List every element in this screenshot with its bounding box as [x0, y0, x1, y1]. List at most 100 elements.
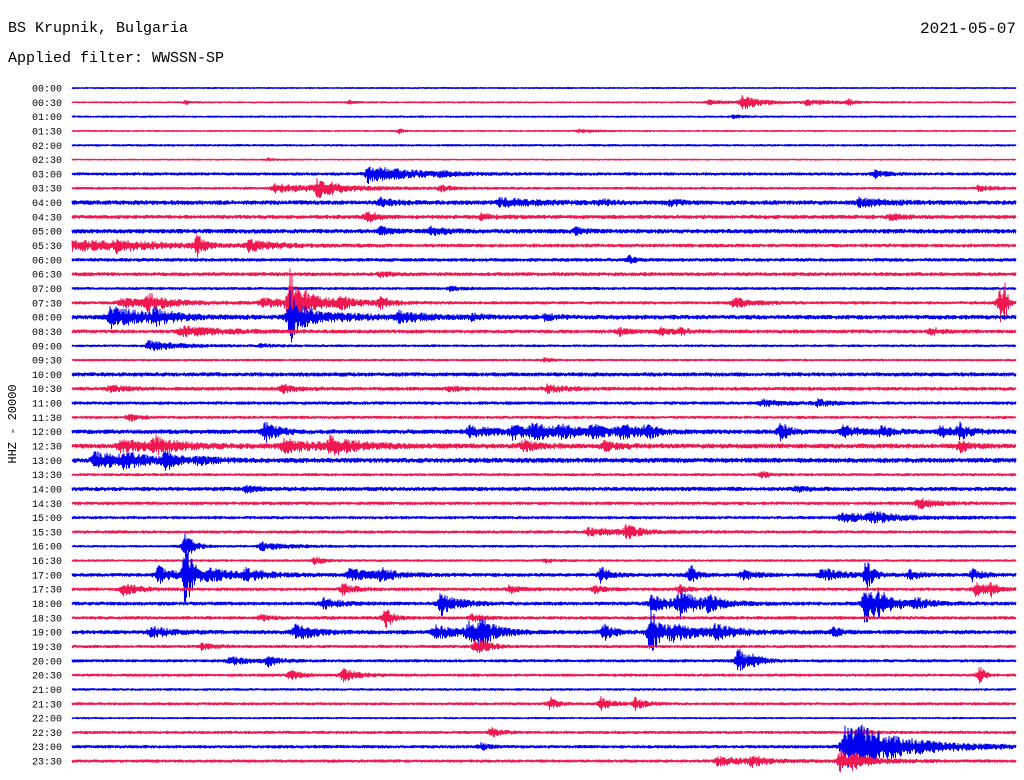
time-label: 15:00 [32, 514, 62, 525]
trace-17-30 [71, 581, 1017, 598]
time-label: 19:30 [32, 643, 62, 654]
trace-09-00 [71, 339, 1017, 352]
time-label: 04:00 [32, 199, 62, 210]
time-label: 16:30 [32, 557, 62, 568]
time-label: 13:30 [32, 471, 62, 482]
trace-06-30 [71, 271, 1017, 279]
trace-00-00 [71, 86, 1017, 90]
time-label: 03:30 [32, 185, 62, 196]
trace-14-30 [71, 497, 1017, 510]
trace-10-30 [71, 383, 1017, 395]
time-label: 20:00 [32, 657, 62, 668]
y-axis-label: HHZ - 20000 [6, 384, 20, 463]
time-label: 12:30 [32, 443, 62, 454]
trace-12-00 [71, 421, 1017, 443]
record-date: 2021-05-07 [919, 20, 1016, 38]
trace-22-00 [71, 716, 1017, 720]
time-label: 09:00 [32, 342, 62, 353]
time-label: 13:00 [32, 457, 62, 468]
time-label: 01:30 [32, 127, 62, 138]
time-label: 23:30 [32, 758, 62, 769]
time-label: 21:30 [32, 700, 62, 711]
trace-20-00 [71, 648, 1017, 671]
trace-10-00 [71, 372, 1017, 377]
trace-23-30 [71, 748, 1017, 773]
trace-04-30 [71, 211, 1017, 223]
trace-12-30 [71, 434, 1017, 456]
time-label: 00:30 [32, 99, 62, 110]
time-label: 17:30 [32, 586, 62, 597]
trace-15-00 [71, 511, 1017, 524]
time-label: 14:30 [32, 500, 62, 511]
time-label: 05:00 [32, 228, 62, 239]
trace-17-00 [71, 542, 1017, 603]
trace-06-00 [71, 254, 1017, 264]
trace-11-30 [71, 413, 1017, 422]
time-label: 11:00 [32, 400, 62, 411]
trace-04-00 [71, 196, 1017, 209]
time-label: 22:30 [32, 729, 62, 740]
time-label: 02:00 [32, 142, 62, 153]
trace-15-30 [71, 523, 1017, 540]
trace-22-30 [71, 726, 1017, 738]
trace-23-00 [71, 724, 1017, 768]
time-label: 05:30 [32, 242, 62, 253]
trace-19-00 [71, 611, 1017, 651]
trace-18-00 [71, 588, 1017, 623]
time-label: 07:00 [32, 285, 62, 296]
time-label: 06:00 [32, 256, 62, 267]
time-label: 12:00 [32, 428, 62, 439]
trace-21-30 [71, 696, 1017, 712]
time-label: 07:30 [32, 299, 62, 310]
filter-subtitle: Applied filter: WWSSN-SP [8, 50, 225, 67]
trace-00-30 [71, 95, 1017, 110]
time-label: 03:00 [32, 170, 62, 181]
time-label: 21:00 [32, 686, 62, 697]
trace-05-30 [71, 234, 1017, 258]
trace-18-30 [71, 609, 1017, 629]
time-label: 08:00 [32, 314, 62, 325]
trace-20-30 [71, 667, 1017, 684]
trace-group [71, 86, 1017, 773]
time-label: 16:00 [32, 543, 62, 554]
trace-01-00 [71, 114, 1017, 120]
trace-13-00 [71, 450, 1017, 471]
trace-02-00 [71, 143, 1017, 147]
time-axis-labels: 00:00 00:30 01:00 01:30 02:00 02:30 03:00 03:30… [32, 85, 62, 769]
trace-08-30 [71, 325, 1017, 338]
time-label: 01:00 [32, 113, 62, 124]
trace-19-30 [71, 639, 1017, 654]
time-label: 06:30 [32, 271, 62, 282]
time-label: 17:00 [32, 571, 62, 582]
trace-03-00 [71, 166, 1017, 185]
time-label: 22:00 [32, 715, 62, 726]
trace-09-30 [71, 357, 1017, 363]
trace-21-00 [71, 687, 1017, 691]
trace-07-30 [71, 268, 1017, 336]
time-label: 02:30 [32, 156, 62, 167]
trace-07-00 [71, 285, 1017, 292]
station-title: BS Krupnik, Bulgaria [8, 20, 189, 37]
time-label: 00:00 [32, 85, 62, 96]
trace-14-00 [71, 484, 1017, 494]
time-label: 10:30 [32, 385, 62, 396]
time-label: 18:00 [32, 600, 62, 611]
trace-08-00 [71, 290, 1017, 343]
time-label: 15:30 [32, 528, 62, 539]
time-label: 18:30 [32, 614, 62, 625]
time-label: 20:30 [32, 672, 62, 683]
trace-16-00 [71, 533, 1017, 557]
trace-16-30 [71, 556, 1017, 566]
time-label: 23:00 [32, 743, 62, 754]
time-label: 14:00 [32, 485, 62, 496]
trace-03-30 [71, 178, 1017, 199]
time-label: 11:30 [32, 414, 62, 425]
time-label: 19:00 [32, 629, 62, 640]
trace-01-30 [71, 128, 1017, 135]
trace-02-30 [71, 157, 1017, 162]
time-label: 08:30 [32, 328, 62, 339]
time-label: 10:00 [32, 371, 62, 382]
trace-05-00 [71, 225, 1017, 237]
